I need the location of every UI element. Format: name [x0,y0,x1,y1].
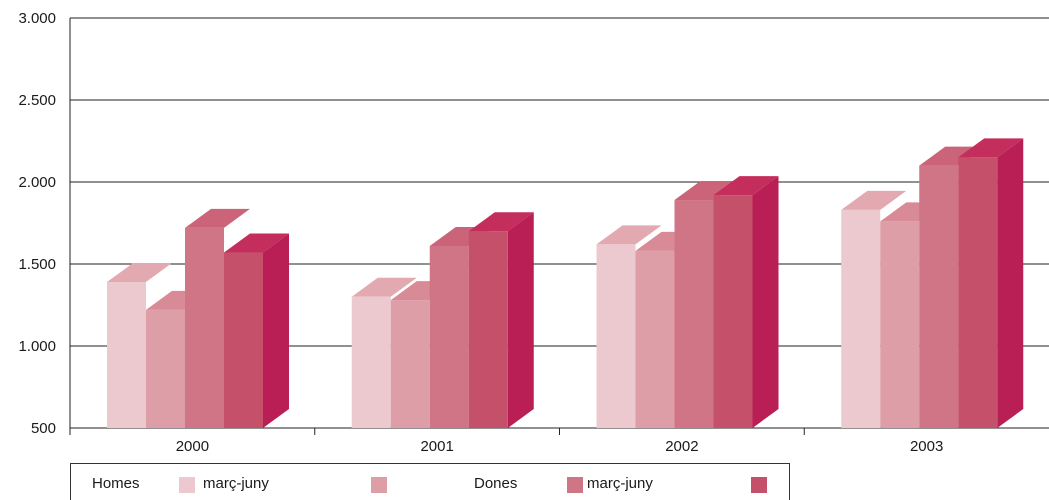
legend-label-3: març-juny [587,475,653,492]
x-tick-label: 2001 [420,438,453,455]
x-tick-label: 2000 [176,438,209,455]
bar [185,227,224,428]
bar [146,309,185,428]
y-tick-label: 500 [31,420,56,437]
bar-side [263,233,289,428]
legend-group-dones: Dones [474,475,518,492]
bar [107,282,146,428]
bar-side [507,212,534,428]
bar-side [997,138,1024,428]
bar-top [958,138,1024,158]
bar [351,296,391,428]
bar [674,200,714,428]
legend-swatch-3 [567,477,583,493]
bar [880,221,920,428]
bar [429,245,469,428]
y-tick-label: 2.500 [18,92,56,109]
bar-top [185,208,250,228]
bar-top [596,225,662,245]
y-tick-label: 1.500 [18,256,56,273]
y-tick-label: 1.000 [18,338,56,355]
x-tick-label: 2002 [665,438,698,455]
bar-chart: 3.000 2.500 2.000 1.500 1.000 500 2000 2001 2002… [18,10,1049,455]
x-tick-label: 2003 [910,438,943,455]
bar-top [674,181,740,201]
bar [390,300,430,428]
bar-top [224,233,289,253]
bar [713,195,753,428]
bar [958,157,998,428]
bar [596,244,636,428]
bar [919,165,959,428]
bar-top [841,190,907,210]
bar-top [107,263,172,283]
bar [635,250,675,428]
legend-swatch-2 [371,477,387,493]
bar-top [468,212,534,232]
legend-group-homes: Homes [92,475,140,492]
bar [468,231,508,428]
legend-swatch-1 [179,477,195,493]
y-tick-label: 2.000 [18,174,56,191]
bar [224,252,263,428]
y-tick-label: 3.000 [18,10,56,27]
bar-top [713,176,779,196]
legend-label-1: març-juny [203,475,269,492]
legend-swatch-4 [751,477,767,493]
bar [841,209,881,428]
chart-legend: Homes març-juny Dones març-juny [70,463,790,500]
bar-side [752,176,779,428]
bar-top [351,277,417,297]
